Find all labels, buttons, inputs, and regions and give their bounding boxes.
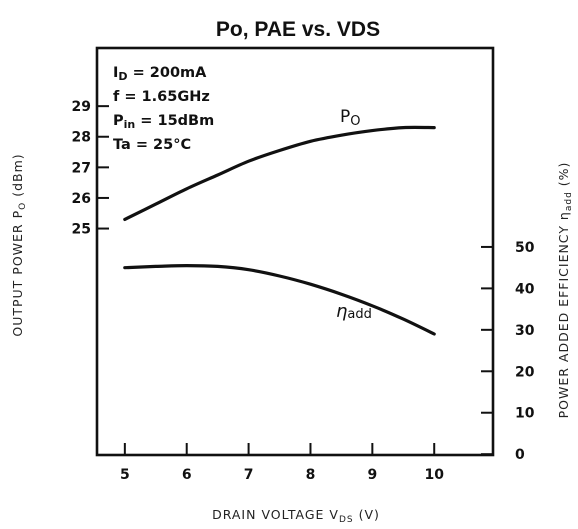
right-y-tick-label: 30 xyxy=(515,323,535,339)
series-curves xyxy=(123,125,436,336)
x-tick-label: 7 xyxy=(244,467,254,483)
left-y-tick-label: 27 xyxy=(72,160,91,176)
left-y-tick-label: 28 xyxy=(72,130,91,146)
left-y-axis: 25 26 27 28 29 xyxy=(72,99,109,238)
right-y-axis-label: POWER ADDED EFFICIENCY ηadd (%) xyxy=(556,162,574,419)
x-tick-label: 5 xyxy=(120,467,130,483)
test-conditions: ID = 200mA f = 1.65GHz Pin = 15dBm Ta = 25°… xyxy=(113,65,214,153)
right-y-tick-label: 0 xyxy=(515,447,525,463)
x-axis: 5 6 7 8 9 10 xyxy=(120,443,444,483)
series-line-pae xyxy=(123,263,436,336)
x-axis-label: DRAIN VOLTAGE VDS (V) xyxy=(212,507,380,525)
plot-frame xyxy=(95,46,495,457)
condition-line: ID = 200mA xyxy=(113,65,207,83)
left-y-axis-label: OUTPUT POWER PO (dBm) xyxy=(10,153,28,336)
left-y-tick-label: 26 xyxy=(72,191,91,207)
condition-line: f = 1.65GHz xyxy=(113,89,210,105)
x-tick-label: 10 xyxy=(424,467,444,483)
left-y-tick-label: 29 xyxy=(72,99,91,115)
condition-line: Pin = 15dBm xyxy=(113,113,214,131)
x-tick-label: 6 xyxy=(182,467,192,483)
x-tick-label: 9 xyxy=(367,467,377,483)
series-label-pae: ηadd xyxy=(336,301,372,322)
right-y-tick-label: 40 xyxy=(515,281,535,297)
right-y-axis: 0 10 20 30 40 50 xyxy=(481,240,535,463)
series-line-po xyxy=(123,125,436,221)
chart-title: Po, PAE vs. VDS xyxy=(216,18,380,41)
right-y-tick-label: 20 xyxy=(515,364,535,380)
x-tick-label: 8 xyxy=(306,467,316,483)
left-y-tick-label: 25 xyxy=(72,222,91,238)
series-labels: PO ηadd xyxy=(336,107,372,322)
condition-line: Ta = 25°C xyxy=(113,137,191,153)
right-y-tick-label: 10 xyxy=(515,406,535,422)
series-label-po: PO xyxy=(340,107,361,129)
right-y-tick-label: 50 xyxy=(515,240,535,256)
